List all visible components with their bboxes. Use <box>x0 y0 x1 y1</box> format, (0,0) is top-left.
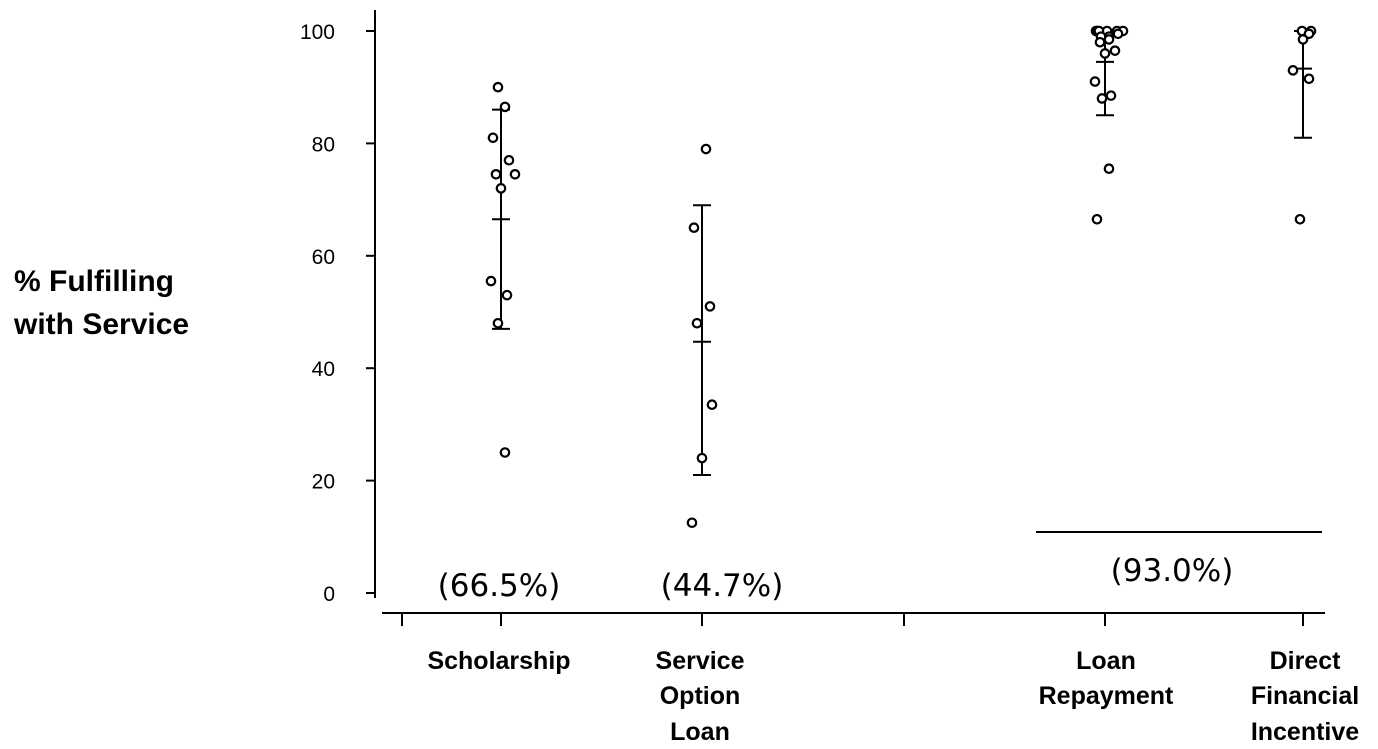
y-tick-label: 100 <box>300 21 335 44</box>
data-point <box>696 452 708 464</box>
annotation-service-option-loan: (44.7%) <box>661 568 784 604</box>
data-point <box>492 317 504 329</box>
data-point <box>490 169 502 180</box>
data-point <box>1094 36 1106 48</box>
data-point <box>706 399 718 411</box>
data-point <box>1103 163 1115 174</box>
category-group-loan-repayment <box>1089 25 1129 225</box>
data-point <box>492 81 504 93</box>
data-point <box>1112 28 1124 40</box>
data-point <box>501 289 513 301</box>
category-group-service-option-loan <box>686 143 718 529</box>
data-point <box>688 222 700 233</box>
data-point <box>691 317 703 329</box>
data-point <box>509 169 521 180</box>
data-point <box>1091 213 1103 225</box>
category-label-service-option-loan-2: Option <box>660 682 741 710</box>
data-point <box>1303 73 1315 85</box>
category-label-direct-financial-incentive-2: Financial <box>1251 682 1359 710</box>
data-point <box>503 154 515 166</box>
y-tick-label: 20 <box>312 471 335 494</box>
data-point <box>1109 45 1121 56</box>
category-label-service-option-loan-1: Service <box>656 647 745 675</box>
data-point <box>1099 48 1111 59</box>
category-label-loan-repayment-2: Repayment <box>1039 682 1174 710</box>
y-tick-label: 40 <box>312 358 335 381</box>
y-axis-label-line-2: with Service <box>13 308 189 341</box>
category-label-direct-financial-incentive-3: Incentive <box>1251 718 1359 746</box>
y-tick-label: 0 <box>323 583 335 606</box>
data-point <box>495 183 507 194</box>
category-label-loan-repayment-1: Loan <box>1076 647 1136 675</box>
data-point <box>485 275 497 287</box>
data-point <box>686 517 698 529</box>
data-point <box>704 301 716 312</box>
y-tick-label: 60 <box>312 246 335 269</box>
data-point <box>1089 76 1101 87</box>
data-point <box>499 101 511 113</box>
plot-groups <box>485 25 1317 529</box>
category-label-direct-financial-incentive-1: Direct <box>1270 647 1342 675</box>
data-point <box>1105 90 1117 101</box>
annotation-scholarship: (66.5%) <box>438 568 561 604</box>
category-group-direct-financial-incentive <box>1287 25 1317 225</box>
data-point <box>499 447 511 458</box>
annotation-group-right: (93.0%) <box>1111 553 1234 589</box>
x-ticks <box>401 613 1304 626</box>
data-point <box>1103 34 1115 45</box>
category-label-service-option-loan-3: Loan <box>670 718 730 746</box>
category-group-scholarship <box>485 81 521 458</box>
category-label-scholarship: Scholarship <box>427 647 570 675</box>
data-point <box>700 143 712 155</box>
data-point <box>1287 65 1299 76</box>
data-point <box>1096 93 1108 104</box>
y-tick-label: 80 <box>312 133 335 156</box>
y-axis-label-line-1: % Fulfilling <box>14 265 174 298</box>
data-point <box>487 132 499 144</box>
y-ticks: 0 20 40 60 80 100 <box>300 21 375 606</box>
data-point <box>1297 34 1309 45</box>
data-point <box>1294 213 1306 225</box>
